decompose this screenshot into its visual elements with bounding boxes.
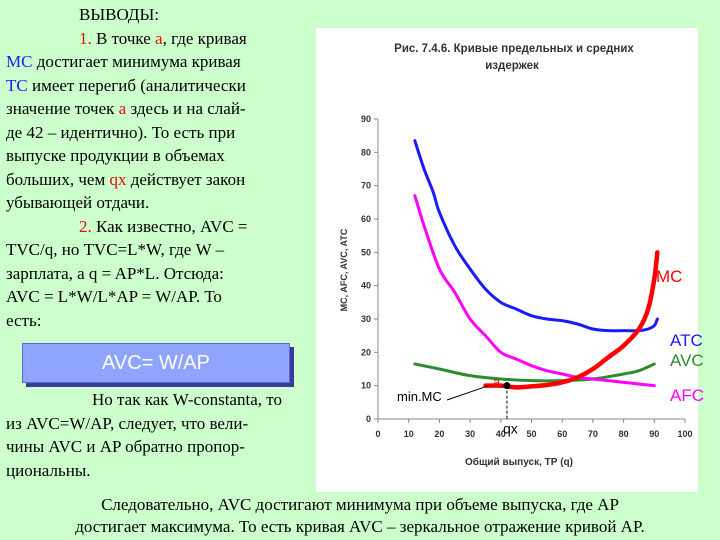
- para2-line5: есть:: [6, 310, 42, 330]
- x-tick-label: 80: [619, 429, 629, 439]
- point-a-label: a: [493, 375, 501, 390]
- para1-line2: МС достигает минимума кривая: [6, 50, 304, 74]
- afc-curve-label: AFC: [670, 386, 704, 405]
- para1-text-i: больших, чем: [6, 169, 110, 189]
- para1-line8: убывающей отдачи.: [6, 193, 150, 212]
- lower-line2: из AVC=W/AP, следует, что вели-: [6, 413, 249, 433]
- para2-line2: TVC/q, но TVC=L*W, где W –: [6, 240, 225, 259]
- para1-text-a: В точке: [91, 28, 156, 48]
- x-tick-label: 50: [526, 429, 536, 439]
- x-tick-label: 90: [649, 429, 659, 439]
- x-tick-label: 40: [496, 429, 506, 439]
- y-tick-label: 10: [361, 381, 371, 391]
- minmc-pointer-line: [446, 385, 489, 401]
- y-tick-label: 0: [366, 414, 371, 424]
- chart-series: [413, 139, 660, 390]
- series-line-afc: [413, 194, 656, 388]
- y-axis-label: MC, AFC, AVC, ATC: [339, 228, 349, 311]
- para1-line3: ТС имеет перегиб (аналитически: [6, 74, 304, 98]
- x-axis-label: Общий выпуск, ТР (q): [465, 456, 573, 468]
- y-tick-label: 60: [361, 214, 371, 224]
- para1-line4: значение точек а здесь и на слай-: [6, 97, 304, 121]
- para1-line6: выпуске продукции в объемах: [6, 146, 225, 165]
- x-tick-label: 60: [557, 429, 567, 439]
- x-tick-label: 0: [375, 429, 380, 439]
- avc-curve-label: AVC: [670, 351, 704, 370]
- para1-text-j: действует закон: [126, 169, 246, 189]
- mc-curve-label: MC: [656, 267, 682, 286]
- formula-text: AVC= W/AP: [102, 351, 210, 374]
- tc-ref: ТС: [6, 75, 28, 95]
- summary-line1: Следовательно, AVC достигают минимума пр…: [101, 495, 619, 514]
- para2-line1: 2. Как известно, AVC =: [6, 215, 304, 239]
- chart-panel: [316, 28, 698, 492]
- chart-axes: 0 10 20 30 40 50 60 70 80 90 100 0 10 20 30 40 50 60 70 80 9…: [361, 114, 693, 439]
- chart-title-line1: Рис. 7.4.6. Кривые предельных и средних: [394, 43, 634, 55]
- y-tick-label: 20: [361, 347, 371, 357]
- para2-line4: AVC = L*W/L*AP = W/AP. То: [6, 287, 222, 306]
- para1-text-f: здесь и на слай-: [126, 99, 246, 118]
- series-line-mc: [483, 250, 660, 390]
- minmc-label: min.MC: [397, 389, 442, 404]
- para1-line1: 1. В точке а, где кривая: [6, 27, 304, 51]
- x-tick-label: 10: [404, 429, 414, 439]
- y-tick-label: 50: [361, 247, 371, 257]
- qx-ref: qx: [109, 169, 127, 189]
- y-tick-label: 80: [361, 147, 371, 157]
- summary-line2: достигает максимума. То есть кривая AVC …: [75, 517, 645, 536]
- y-tick-label: 90: [361, 114, 371, 124]
- y-tick-label: 40: [361, 281, 371, 291]
- lower-line3: чины AVC и AP обратно пропор-: [6, 437, 245, 456]
- point-a-ref-2: а: [118, 99, 127, 118]
- summary-text: Следовательно, AVC достигают минимума пр…: [0, 494, 720, 538]
- mc-ref: МС: [6, 52, 33, 71]
- lower-line4: циональны.: [6, 460, 91, 480]
- y-tick-label: 70: [361, 181, 371, 191]
- x-tick-label: 70: [588, 429, 598, 439]
- para1-text-b: , где кривая: [162, 28, 247, 48]
- para2-number: 2.: [79, 216, 92, 236]
- conclusions-heading: ВЫВОДЫ:: [79, 5, 160, 24]
- series-line-avc: [413, 362, 656, 383]
- para1-text-d: имеет перегиб (аналитически: [27, 75, 246, 95]
- para1-text-e: значение точек: [6, 99, 119, 118]
- atc-curve-label: ATC: [670, 331, 703, 350]
- point-a-ref: а: [155, 28, 163, 48]
- lower-line1: Но так как W-constanta, то: [92, 390, 282, 409]
- para1-number: 1.: [79, 28, 92, 48]
- constant-wage-text: Но так как W-constanta, то из AVC=W/AP, …: [6, 388, 306, 482]
- y-tick-label: 30: [361, 314, 371, 324]
- para1-line7: больших, чем qx действует закон: [6, 168, 304, 192]
- x-tick-label: 100: [677, 429, 692, 439]
- formula-box: AVC= W/AP: [22, 343, 290, 383]
- point-a-marker: [503, 382, 511, 390]
- para2-text-a: Как известно, AVC =: [91, 216, 248, 236]
- series-line-atc: [413, 139, 659, 333]
- qx-label: qx: [503, 421, 518, 437]
- x-tick-label: 30: [465, 429, 475, 439]
- para2-line3: зарплата, а q = AP*L. Отсюда:: [6, 263, 224, 283]
- conclusions-text: ВЫВОДЫ: 1. В точке а, где кривая МС дост…: [6, 3, 304, 332]
- para1-line5: де 42 – идентично). То есть при: [6, 122, 236, 142]
- chart-title-line2: издержек: [485, 60, 539, 72]
- x-tick-label: 20: [434, 429, 444, 439]
- para1-text-c: достигает минимума кривая: [32, 52, 241, 71]
